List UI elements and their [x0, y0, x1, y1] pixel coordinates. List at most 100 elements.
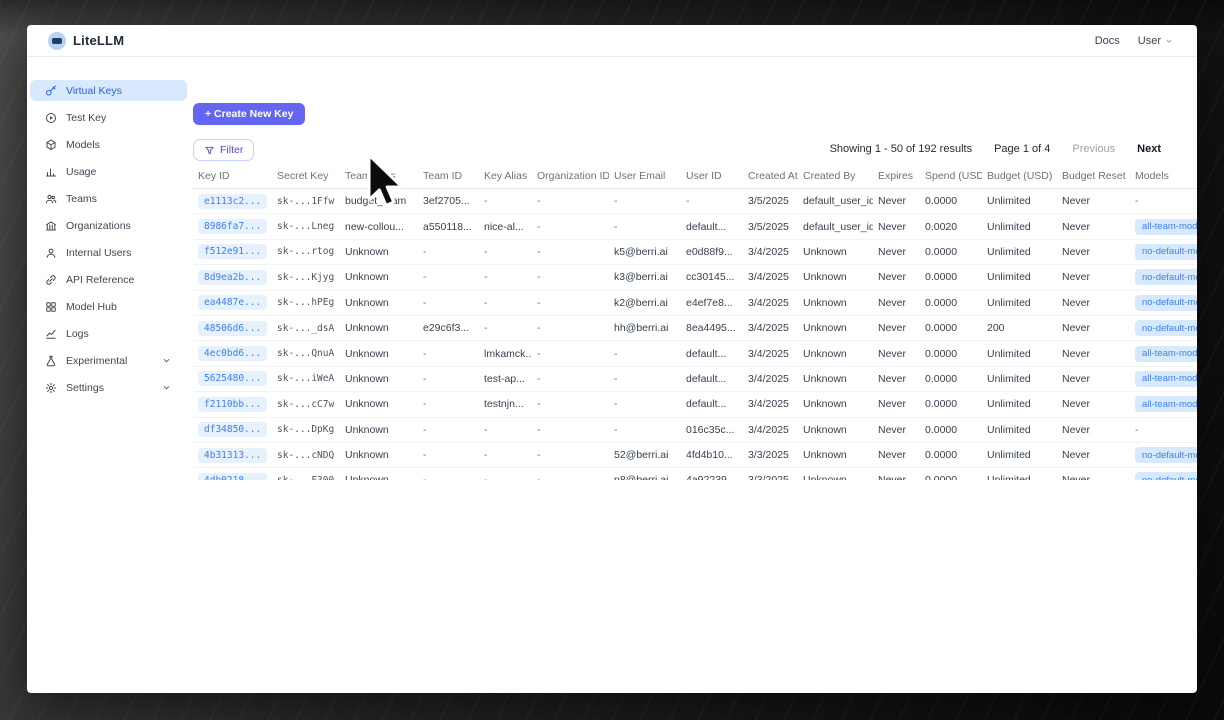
- sidebar-item-label: Usage: [66, 165, 97, 178]
- cell-spend: 0.0020: [920, 213, 982, 240]
- cell-key_id: e1113c2...: [193, 188, 272, 215]
- cell-key_alias: test-ap...: [479, 366, 532, 393]
- cell-key_alias: -: [479, 290, 532, 316]
- sidebar-item-label: Virtual Keys: [66, 84, 122, 97]
- cell-budget_reset: Never: [1057, 264, 1130, 291]
- cell-user_id: 8ea4495...: [681, 315, 743, 342]
- sidebar: Virtual Keys Test Key Models Usage Teams Orga…: [27, 58, 190, 404]
- models-badge: all-team-models: [1135, 218, 1197, 235]
- bank-icon: [45, 220, 57, 232]
- cell-org_id: -: [532, 213, 609, 240]
- user-menu-label: User: [1137, 34, 1161, 47]
- cell-secret_key: sk-...iWeA: [272, 366, 340, 393]
- cell-key_id: 8d9ea2b...: [193, 264, 272, 291]
- cell-team_id: -: [418, 467, 479, 480]
- top-bar: LiteLLM Docs User: [27, 25, 1197, 57]
- key-id-chip[interactable]: f512e91...: [198, 244, 268, 260]
- table-row[interactable]: 48506d6... sk-..._dsA Unknown e29c6f3... - - h…: [193, 315, 1197, 342]
- sidebar-item-settings[interactable]: Settings: [30, 377, 187, 398]
- cell-expires: Never: [873, 315, 920, 342]
- cell-user_id: default...: [681, 340, 743, 367]
- cell-models: no-default-models: [1130, 264, 1197, 291]
- cell-key_id: f512e91...: [193, 239, 272, 266]
- create-new-key-button[interactable]: + Create New Key: [193, 103, 306, 125]
- next-page-button[interactable]: Next: [1137, 143, 1161, 155]
- sidebar-item-test-key[interactable]: Test Key: [30, 107, 187, 128]
- cell-user_id: cc30145...: [681, 264, 743, 291]
- cell-models: all-team-models: [1130, 391, 1197, 418]
- docs-link[interactable]: Docs: [1094, 34, 1120, 47]
- cell-expires: Never: [873, 366, 920, 393]
- cell-created_at: 3/4/2025: [743, 290, 798, 316]
- column-header-user_email: User Email: [609, 165, 681, 189]
- cell-created_by: Unknown: [798, 340, 873, 367]
- virtual-keys-table: Key ID Secret Key Team Alias Team ID Key Ali…: [193, 165, 1197, 480]
- cell-org_id: -: [532, 239, 609, 266]
- key-id-chip[interactable]: 4ec0bd6...: [198, 346, 268, 362]
- cell-created_at: 3/5/2025: [743, 213, 798, 240]
- table-row[interactable]: 4db0218...sk-...F300Unknown---n8@berri.a…: [193, 467, 1197, 480]
- cell-budget: Unlimited: [982, 467, 1057, 480]
- table-row[interactable]: 8986fa7... sk-...Lneg new-collou... a550118…: [193, 213, 1197, 240]
- previous-page-button[interactable]: Previous: [1072, 143, 1116, 155]
- cell-user_id: -: [681, 188, 743, 215]
- models-badge: no-default-models: [1135, 243, 1197, 260]
- table-row[interactable]: 5625480... sk-...iWeA Unknown - test-ap... - -…: [193, 366, 1197, 393]
- key-id-chip[interactable]: 8d9ea2b...: [198, 269, 268, 285]
- chevron-down-icon: [162, 356, 171, 365]
- app-window: LiteLLM Docs User Virtual Keys Test Key Mo…: [27, 25, 1197, 693]
- cell-key_alias: nice-al...: [479, 213, 532, 240]
- key-id-chip[interactable]: 8986fa7...: [198, 219, 268, 235]
- cell-secret_key: sk-...Lneg: [272, 213, 340, 240]
- sidebar-item-internal-users[interactable]: Internal Users: [30, 242, 187, 263]
- cell-key_alias: testnjn...: [479, 391, 532, 418]
- table-row[interactable]: ea4487e... sk-...hPEg Unknown - - - k2@berri.a…: [193, 290, 1197, 316]
- table-row[interactable]: 8d9ea2b... sk-...Kjyg Unknown - - - k3@berri.a…: [193, 264, 1197, 291]
- cell-user_id: 4a92239...: [681, 467, 743, 480]
- models-badge: no-default-models: [1135, 447, 1197, 464]
- table-row[interactable]: f512e91... sk-...rtog Unknown - - - k5@berri.a…: [193, 239, 1197, 266]
- column-header-key_id: Key ID: [193, 165, 272, 189]
- table-row[interactable]: 4b31313... sk-...cNDQ Unknown - - -52@berri.a…: [193, 442, 1197, 469]
- cell-budget: Unlimited: [982, 188, 1057, 215]
- column-header-secret_key: Secret Key: [272, 165, 340, 189]
- cell-models: -: [1130, 188, 1197, 215]
- sidebar-item-api-reference[interactable]: API Reference: [30, 269, 187, 290]
- key-id-chip[interactable]: e1113c2...: [198, 193, 268, 209]
- cell-created_by: Unknown: [798, 391, 873, 418]
- sidebar-item-organizations[interactable]: Organizations: [30, 215, 187, 236]
- sidebar-item-virtual-keys[interactable]: Virtual Keys: [30, 80, 187, 101]
- table-row[interactable]: 4ec0bd6... sk-...QnuA Unknown - lmkamck... - -…: [193, 340, 1197, 367]
- cell-created_by: default_user_id: [798, 188, 873, 215]
- cell-org_id: -: [532, 264, 609, 291]
- key-id-chip[interactable]: df34850...: [198, 422, 268, 438]
- key-icon: [45, 85, 57, 97]
- cell-key_id: f2110bb...: [193, 391, 272, 418]
- user-menu[interactable]: User: [1138, 35, 1173, 47]
- key-id-chip[interactable]: 4b31313...: [198, 447, 268, 463]
- key-id-chip[interactable]: f2110bb...: [198, 396, 268, 412]
- cell-created_by: Unknown: [798, 442, 873, 469]
- table-row[interactable]: df34850... sk-...DpKg Unknown - - - -016c35c..…: [193, 417, 1197, 443]
- sidebar-item-teams[interactable]: Teams: [30, 188, 187, 209]
- sidebar-item-usage[interactable]: Usage: [30, 161, 187, 182]
- key-id-chip[interactable]: ea4487e...: [198, 295, 268, 311]
- table-row[interactable]: f2110bb... sk-...cC7w Unknown - testnjn... - -…: [193, 391, 1197, 418]
- cell-budget: Unlimited: [982, 290, 1057, 316]
- cell-budget: Unlimited: [982, 417, 1057, 443]
- key-id-chip[interactable]: 48506d6...: [198, 320, 268, 336]
- sidebar-item-experimental[interactable]: Experimental: [30, 350, 187, 371]
- cell-user_email: -: [609, 213, 681, 240]
- filter-button[interactable]: Filter: [193, 139, 255, 161]
- cell-team_alias: Unknown: [340, 467, 418, 480]
- cell-created_at: 3/4/2025: [743, 340, 798, 367]
- cell-spend: 0.0000: [920, 290, 982, 316]
- key-id-chip[interactable]: 5625480...: [198, 371, 268, 387]
- key-id-chip[interactable]: 4db0218...: [198, 472, 268, 480]
- cell-user_email: -: [609, 417, 681, 443]
- sidebar-item-models[interactable]: Models: [30, 134, 187, 155]
- sidebar-item-model-hub[interactable]: Model Hub: [30, 296, 187, 317]
- table-row[interactable]: e1113c2... sk-...1Ffw budget_team 3ef2705..…: [193, 188, 1197, 215]
- cell-key_id: df34850...: [193, 417, 272, 443]
- sidebar-item-logs[interactable]: Logs: [30, 323, 187, 344]
